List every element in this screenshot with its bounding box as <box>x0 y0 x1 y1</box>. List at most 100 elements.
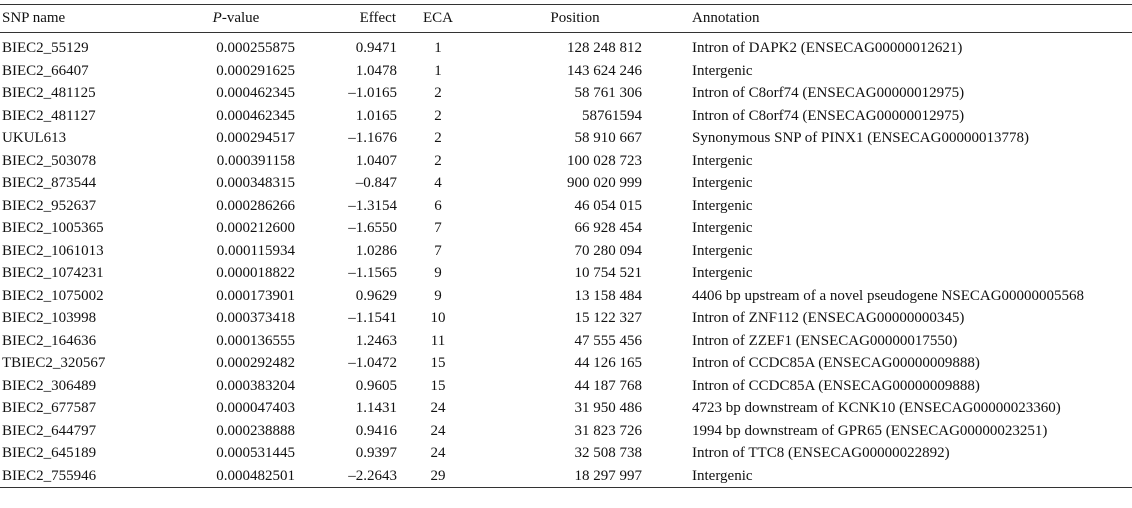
cell-p-value: 0.000255875 <box>216 40 295 57</box>
cell-snp-name: BIEC2_677587 <box>2 400 97 417</box>
cell-annotation: Intron of ZZEF1 (ENSECAG00000017550) <box>692 332 958 349</box>
cell-eca: 15 <box>430 355 446 372</box>
cell-eca: 1 <box>434 62 442 79</box>
cell-eca: 24 <box>430 400 446 417</box>
cell-p-value: 0.000173901 <box>216 287 295 304</box>
cell-effect: –1.0165 <box>348 85 397 102</box>
table-row: BIEC2_1074231 0.000018822 –1.1565 9 10 754 5… <box>0 262 1132 285</box>
cell-eca: 9 <box>434 265 442 282</box>
cell-eca: 1 <box>434 40 442 57</box>
cell-effect: 1.0478 <box>355 62 397 79</box>
cell-effect: –1.3154 <box>348 197 397 214</box>
cell-snp-name: UKUL613 <box>2 130 67 147</box>
header-position: Position <box>476 4 652 33</box>
cell-p-value: 0.000462345 <box>216 107 295 124</box>
cell-annotation: 4723 bp downstream of KCNK10 (ENSECAG000… <box>692 400 1061 417</box>
table-body: BIEC2_55129 0.000255875 0.9471 1 128 248 812… <box>0 33 1132 488</box>
cell-position: 46 054 015 <box>574 197 643 214</box>
table-row: BIEC2_1005365 0.000212600 –1.6550 7 66 928 4… <box>0 217 1132 240</box>
cell-p-value: 0.000482501 <box>154 464 298 488</box>
cell-snp-name: BIEC2_1075002 <box>2 287 104 304</box>
cell-annotation: Intron of C8orf74 (ENSECAG00000012975) <box>692 85 965 102</box>
cell-effect: 0.9397 <box>355 445 397 462</box>
table-row: BIEC2_164636 0.000136555 1.2463 11 47 555 45… <box>0 330 1132 353</box>
cell-snp-name: BIEC2_103998 <box>2 310 97 327</box>
cell-effect: –2.2643 <box>298 464 400 488</box>
cell-annotation: Intergenic <box>692 242 753 259</box>
cell-position: 47 555 456 <box>574 332 643 349</box>
table-row: BIEC2_55129 0.000255875 0.9471 1 128 248 812… <box>0 33 1132 60</box>
cell-eca: 2 <box>434 130 442 147</box>
cell-annotation: 1994 bp downstream of GPR65 (ENSECAG0000… <box>692 422 1048 439</box>
cell-annotation: Intergenic <box>652 464 1132 488</box>
cell-effect: –1.0472 <box>348 355 397 372</box>
table-row: BIEC2_481127 0.000462345 1.0165 2 58761594 In… <box>0 105 1132 128</box>
cell-effect: 1.2463 <box>355 332 397 349</box>
cell-position: 32 508 738 <box>574 445 643 462</box>
table-row: TBIEC2_320567 0.000292482 –1.0472 15 44 126 … <box>0 352 1132 375</box>
cell-effect: 1.0165 <box>355 107 397 124</box>
table-row: BIEC2_952637 0.000286266 –1.3154 6 46 054 01… <box>0 195 1132 218</box>
cell-snp-name: BIEC2_481125 <box>2 85 96 102</box>
cell-p-value: 0.000136555 <box>216 332 295 349</box>
cell-annotation: Intergenic <box>692 197 753 214</box>
cell-annotation: Intergenic <box>692 152 753 169</box>
cell-eca: 15 <box>430 377 446 394</box>
cell-position: 13 158 484 <box>574 287 643 304</box>
header-row: SNP name P-value Effect ECA Position Ann… <box>0 4 1132 33</box>
cell-eca: 4 <box>434 175 442 192</box>
cell-p-value: 0.000462345 <box>216 85 295 102</box>
snp-table: SNP name P-value Effect ECA Position Ann… <box>0 4 1132 488</box>
cell-position: 58761594 <box>582 107 642 124</box>
cell-p-value: 0.000348315 <box>216 175 295 192</box>
cell-snp-name: BIEC2_306489 <box>2 377 97 394</box>
cell-p-value: 0.000018822 <box>216 265 295 282</box>
cell-snp-name: BIEC2_755946 <box>0 464 154 488</box>
header-p-italic: P <box>212 10 222 26</box>
table-row: BIEC2_873544 0.000348315 –0.847 4 900 020 99… <box>0 172 1132 195</box>
cell-position: 10 754 521 <box>574 265 643 282</box>
cell-eca: 10 <box>430 310 446 327</box>
cell-annotation: Intron of DAPK2 (ENSECAG00000012621) <box>692 40 963 57</box>
cell-effect: –0.847 <box>355 175 397 192</box>
cell-eca: 24 <box>430 445 446 462</box>
cell-eca: 7 <box>434 220 442 237</box>
cell-position: 70 280 094 <box>574 242 643 259</box>
cell-position: 44 187 768 <box>574 377 643 394</box>
cell-effect: 1.1431 <box>355 400 397 417</box>
cell-snp-name: BIEC2_645189 <box>2 445 97 462</box>
cell-p-value: 0.000391158 <box>216 152 295 169</box>
cell-annotation: Intron of ZNF112 (ENSECAG00000000345) <box>692 310 965 327</box>
cell-annotation: Intron of TTC8 (ENSECAG00000022892) <box>692 445 950 462</box>
cell-snp-name: BIEC2_873544 <box>2 175 97 192</box>
cell-effect: 0.9471 <box>355 40 397 57</box>
cell-eca: 7 <box>434 242 442 259</box>
cell-effect: 0.9605 <box>355 377 397 394</box>
header-p-rest: -value <box>221 10 260 26</box>
table-row: BIEC2_481125 0.000462345 –1.0165 2 58 761 30… <box>0 82 1132 105</box>
cell-p-value: 0.000383204 <box>216 377 295 394</box>
cell-position: 66 928 454 <box>574 220 643 237</box>
cell-snp-name: BIEC2_481127 <box>2 107 96 124</box>
table-row: BIEC2_1061013 0.000115934 1.0286 7 70 280 09… <box>0 240 1132 263</box>
cell-eca: 2 <box>434 152 442 169</box>
cell-position: 44 126 165 <box>574 355 643 372</box>
header-effect: Effect <box>298 4 400 33</box>
cell-annotation: Intergenic <box>692 62 753 79</box>
cell-eca: 6 <box>434 197 442 214</box>
cell-annotation: Intergenic <box>692 265 753 282</box>
table-header: SNP name P-value Effect ECA Position Ann… <box>0 4 1132 33</box>
table-row: BIEC2_1075002 0.000173901 0.9629 9 13 158 48… <box>0 285 1132 308</box>
cell-p-value: 0.000292482 <box>216 355 295 372</box>
cell-p-value: 0.000373418 <box>216 310 295 327</box>
cell-snp-name: BIEC2_66407 <box>2 62 89 79</box>
cell-effect: 1.0286 <box>355 242 397 259</box>
cell-position: 128 248 812 <box>567 40 642 57</box>
cell-eca: 9 <box>434 287 442 304</box>
cell-annotation: 4406 bp upstream of a novel pseudogene N… <box>692 287 1085 304</box>
cell-position: 15 122 327 <box>574 310 643 327</box>
cell-annotation: Intron of CCDC85A (ENSECAG00000009888) <box>692 355 980 372</box>
cell-snp-name: BIEC2_164636 <box>2 332 97 349</box>
cell-snp-name: BIEC2_1005365 <box>2 220 104 237</box>
header-snp-name: SNP name <box>0 4 154 33</box>
